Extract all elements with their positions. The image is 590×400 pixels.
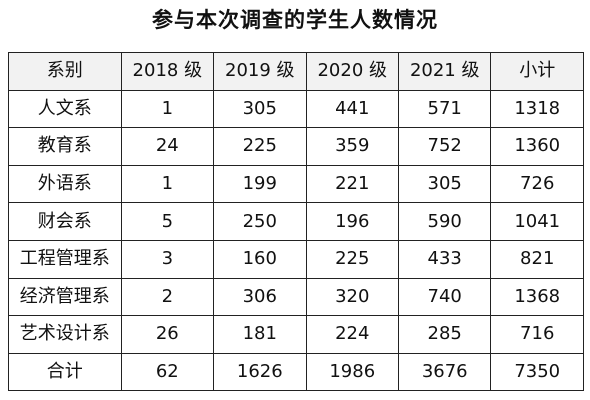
table-row: 经济管理系 2 306 320 740 1368	[8, 277, 584, 317]
table-body: 人文系 1 305 441 571 1318 教育系 24 225 359 75…	[8, 89, 584, 392]
table-row: 工程管理系 3 160 225 433 821	[8, 239, 584, 279]
header-department: 系别	[8, 52, 122, 91]
grade-2021-cell: 305	[397, 164, 492, 204]
header-grade-2018: 2018 级	[120, 52, 215, 91]
grade-2018-cell: 1	[120, 164, 215, 204]
total-2018-cell: 62	[120, 352, 215, 392]
department-cell: 经济管理系	[8, 277, 122, 317]
grade-2018-cell: 3	[120, 239, 215, 279]
department-cell: 艺术设计系	[8, 315, 122, 354]
header-grade-2021: 2021 级	[397, 52, 492, 91]
grade-2020-cell: 320	[305, 277, 399, 317]
subtotal-cell: 1318	[490, 89, 584, 129]
grade-2018-cell: 24	[120, 127, 215, 166]
grade-2021-cell: 590	[397, 202, 492, 241]
table-header: 系别 2018 级 2019 级 2020 级 2021 级 小计	[8, 52, 584, 91]
header-grade-2020: 2020 级	[305, 52, 399, 91]
subtotal-cell: 1041	[490, 202, 584, 241]
table-row: 教育系 24 225 359 752 1360	[8, 127, 584, 166]
subtotal-cell: 821	[490, 239, 584, 279]
grade-2021-cell: 740	[397, 277, 492, 317]
subtotal-cell: 1368	[490, 277, 584, 317]
grade-2020-cell: 359	[305, 127, 399, 166]
grade-2019-cell: 181	[213, 315, 307, 354]
department-cell: 工程管理系	[8, 239, 122, 279]
grade-2020-cell: 441	[305, 89, 399, 129]
grade-2021-cell: 571	[397, 89, 492, 129]
table-row: 外语系 1 199 221 305 726	[8, 164, 584, 204]
department-cell: 教育系	[8, 127, 122, 166]
grade-2021-cell: 285	[397, 315, 492, 354]
subtotal-cell: 726	[490, 164, 584, 204]
table-title: 参与本次调查的学生人数情况	[152, 7, 438, 32]
department-cell: 财会系	[8, 202, 122, 241]
subtotal-cell: 1360	[490, 127, 584, 166]
grade-2018-cell: 5	[120, 202, 215, 241]
totals-label-cell: 合计	[8, 352, 122, 392]
student-count-table: 系别 2018 级 2019 级 2020 级 2021 级 小计 人文系 1 …	[8, 52, 584, 392]
grade-2019-cell: 225	[213, 127, 307, 166]
total-2021-cell: 3676	[397, 352, 492, 392]
total-2020-cell: 1986	[305, 352, 399, 392]
grade-2020-cell: 221	[305, 164, 399, 204]
department-cell: 外语系	[8, 164, 122, 204]
grade-2020-cell: 224	[305, 315, 399, 354]
grade-2020-cell: 196	[305, 202, 399, 241]
grade-2018-cell: 26	[120, 315, 215, 354]
grade-2019-cell: 199	[213, 164, 307, 204]
totals-row: 合计 62 1626 1986 3676 7350	[8, 352, 584, 392]
header-grade-2019: 2019 级	[213, 52, 307, 91]
grade-2021-cell: 752	[397, 127, 492, 166]
table-row: 财会系 5 250 196 590 1041	[8, 202, 584, 241]
grade-2018-cell: 1	[120, 89, 215, 129]
grade-2019-cell: 306	[213, 277, 307, 317]
header-subtotal: 小计	[490, 52, 584, 91]
grade-2020-cell: 225	[305, 239, 399, 279]
grade-2021-cell: 433	[397, 239, 492, 279]
grade-2018-cell: 2	[120, 277, 215, 317]
subtotal-cell: 716	[490, 315, 584, 354]
total-2019-cell: 1626	[213, 352, 307, 392]
grade-2019-cell: 305	[213, 89, 307, 129]
table-row: 人文系 1 305 441 571 1318	[8, 89, 584, 129]
grade-2019-cell: 160	[213, 239, 307, 279]
grand-total-cell: 7350	[490, 352, 584, 392]
header-row: 系别 2018 级 2019 级 2020 级 2021 级 小计	[8, 52, 584, 91]
grade-2019-cell: 250	[213, 202, 307, 241]
department-cell: 人文系	[8, 89, 122, 129]
table-row: 艺术设计系 26 181 224 285 716	[8, 315, 584, 354]
